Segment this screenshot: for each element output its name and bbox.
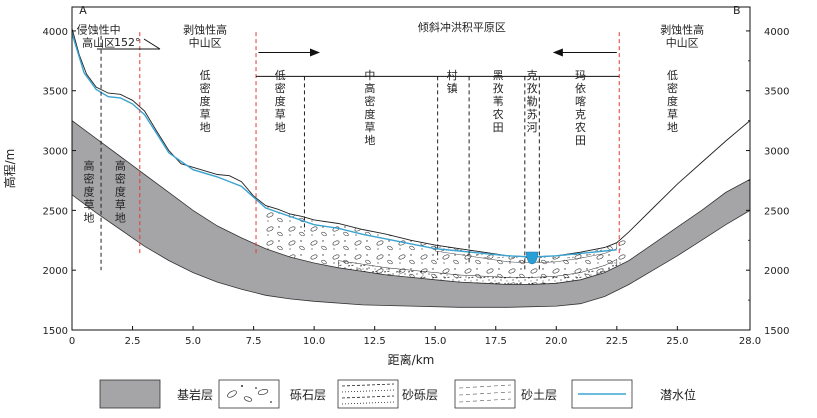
x-tick-label: 10.0	[303, 336, 325, 347]
legend-sandy-gravel-pattern	[341, 383, 395, 405]
azimuth-indicator: 152°	[97, 36, 161, 50]
vegetation-label: 黑孜苇农田	[493, 69, 504, 134]
section-body	[72, 28, 750, 308]
legend-label-phreatic: 潜水位	[660, 387, 696, 402]
legend-label-bedrock: 基岩层	[177, 387, 213, 402]
x-axis-label: 距离/km	[388, 352, 435, 367]
y-tick-label-left: 2500	[43, 206, 68, 217]
vegetation-label: 克孜勒苏河	[527, 69, 538, 134]
x-tick-label: 0	[69, 336, 75, 347]
river-channel	[525, 251, 539, 265]
y-tick-label-right: 2500	[764, 206, 789, 217]
zone-label: 侵蚀性中高山区	[77, 22, 121, 49]
x-tick-label: 12.5	[364, 336, 386, 347]
vegetation-label: 玛依喀克农田	[575, 69, 586, 147]
legend-swatch-gravel	[218, 379, 280, 409]
vegetation-label: 低密度草地	[667, 69, 678, 134]
plot-area	[72, 28, 750, 308]
y-tick-label-left: 3000	[43, 147, 68, 158]
x-tick-label: 22.5	[606, 336, 628, 347]
point-label-b: B	[733, 4, 741, 17]
bedrock-layer	[72, 120, 750, 308]
y-tick-label-right: 4000	[764, 27, 789, 38]
y-tick-label-right: 3000	[764, 147, 789, 158]
vegetation-label: 低密度草地	[200, 69, 211, 134]
zone-label: 剥蚀性高中山区	[660, 22, 704, 49]
legend-label-sandy-soil: 砂土层	[521, 388, 557, 402]
x-tick-label: 5.0	[185, 336, 201, 347]
plot-frame	[71, 6, 751, 331]
y-tick-label-left: 4000	[43, 27, 68, 38]
legend-label-sandy-gravel: 砂砾层	[402, 388, 438, 402]
legend-swatch-sandy-soil	[454, 379, 516, 409]
axes: 0 2.5 5.0 7.5 10.0 12.5 15.0 17.5 20.0 22.5 25.0 28…	[2, 6, 789, 367]
ground-surface-line	[72, 28, 750, 258]
x-tick-label: 20.0	[545, 336, 567, 347]
x-tick-label: 28.0	[739, 336, 761, 347]
legend: 基岩层 砾石层 砂砾层 砂土层 潜水位	[99, 379, 696, 409]
vegetation-label: 高密度草地	[115, 159, 126, 225]
x-tick-label: 25.0	[666, 336, 688, 347]
y-axis-label: 高程/m	[2, 149, 17, 189]
y-tick-label-left: 3500	[43, 87, 68, 98]
x-tick-label: 17.5	[485, 336, 507, 347]
vegetation-label: 村镇	[447, 68, 458, 95]
vegetation-label: 高密度草地	[83, 159, 94, 225]
y-tick-label-left: 2000	[43, 266, 68, 277]
zone-label: 倾斜冲洪积平原区	[418, 20, 506, 34]
legend-swatch-bedrock	[99, 379, 161, 409]
vegetation-label: 低密度草地	[275, 69, 286, 134]
legend-label-gravel: 砾石层	[290, 388, 326, 402]
vegetation-label: 中高密度草地	[364, 69, 375, 147]
phreatic-level-line	[72, 33, 617, 258]
x-tick-label: 2.5	[125, 336, 141, 347]
y-tick-label-right: 2000	[764, 266, 789, 277]
y-tick-label-right: 3500	[764, 87, 789, 98]
x-tick-label: 7.5	[246, 336, 262, 347]
legend-sandy-soil-pattern	[458, 384, 512, 403]
azimuth-label: 152°	[114, 36, 141, 49]
y-tick-label-left: 1500	[43, 326, 68, 337]
x-tick-label: 15.0	[424, 336, 446, 347]
point-label-a: A	[79, 4, 87, 17]
legend-gravel-pattern	[227, 385, 272, 403]
zone-label: 剥蚀性高中山区	[183, 22, 227, 49]
y-tick-label-right: 1500	[764, 326, 789, 337]
